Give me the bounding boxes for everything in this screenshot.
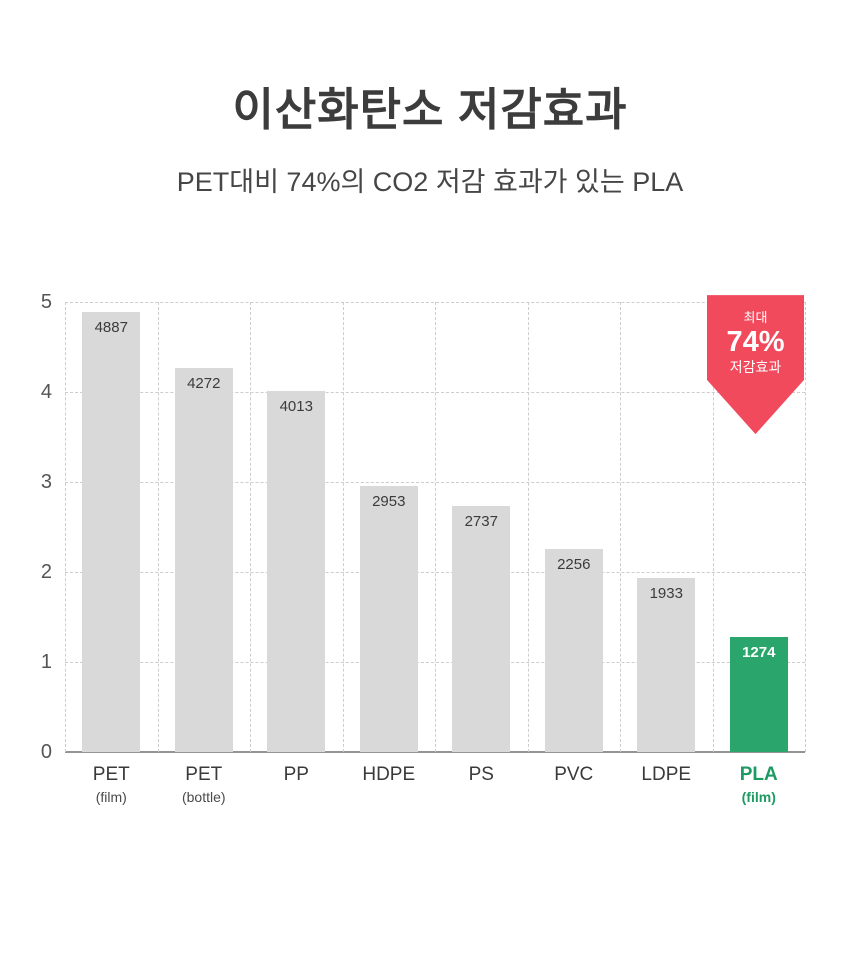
bar-value-label: 4887 — [94, 319, 128, 337]
x-axis-line — [65, 751, 805, 754]
bar-value-label: 2737 — [464, 512, 498, 530]
y-tick-label-4: 4 — [40, 381, 52, 404]
bar-pla-film: 1274 — [729, 637, 788, 753]
x-tick-label: PS — [468, 764, 494, 786]
badge-percent: 74% — [726, 326, 785, 359]
x-tick-sublabel: (film) — [741, 789, 776, 806]
bar-value-label: 1274 — [742, 644, 776, 662]
page-title: 이산화탄소 저감효과 — [232, 84, 628, 135]
x-tick-sublabel: (film) — [95, 789, 127, 806]
x-tick-label: PLA — [739, 764, 778, 786]
x-tick-ps: PS — [435, 764, 528, 786]
v-gridline-5 — [527, 302, 529, 753]
x-tick-pvc: PVC — [528, 764, 621, 786]
y-tick-label-3: 3 — [40, 471, 52, 494]
bar-value-label: 2256 — [557, 556, 591, 574]
x-tick-ldpe: LDPE — [620, 764, 713, 786]
x-tick-label: PP — [283, 764, 309, 786]
bar-value-label: 4013 — [279, 397, 313, 415]
x-tick-sublabel: (bottle) — [181, 789, 226, 806]
x-tick-label: PVC — [554, 764, 594, 786]
x-tick-pp: PP — [250, 764, 343, 786]
bar-hdpe: 2953 — [359, 486, 418, 753]
bar-pet-bottle: 4272 — [174, 367, 233, 753]
x-tick-label: PET — [185, 764, 223, 786]
y-tick-label-2: 2 — [40, 561, 52, 584]
v-gridline-3 — [342, 302, 344, 753]
badge-suffix: 저감효과 — [729, 359, 782, 376]
x-tick-pet-bottle: PET (bottle) — [158, 764, 251, 806]
x-tick-pet-film: PET (film) — [65, 764, 158, 806]
y-tick-label-1: 1 — [40, 651, 52, 674]
y-tick-label-5: 5 — [40, 291, 52, 314]
v-gridline-4 — [435, 302, 436, 753]
bar-value-label: 2953 — [372, 493, 406, 511]
v-gridline-7 — [712, 302, 714, 753]
x-tick-hdpe: HDPE — [343, 764, 436, 786]
page-subtitle: PET대비 74%의 CO2 저감 효과가 있는 PLA — [176, 166, 684, 197]
bar-value-label: 1933 — [649, 585, 683, 603]
bar-pvc: 2256 — [544, 549, 603, 753]
v-gridline-0 — [65, 302, 66, 753]
plot-area: 4887 4272 4013 2953 2737 2256 1933 1274 — [65, 302, 806, 754]
y-tick-label-0: 0 — [40, 741, 52, 764]
v-gridline-6 — [620, 302, 621, 753]
v-gridline-2 — [250, 302, 251, 753]
x-axis-labels: PET (film) PET (bottle) PP HDPE PS PVC LDPE PLA (f… — [65, 764, 805, 834]
bar-ldpe: 1933 — [637, 578, 696, 753]
x-tick-label: PET — [92, 764, 130, 786]
x-tick-label: LDPE — [641, 764, 692, 786]
bar-pet-film: 4887 — [82, 312, 141, 753]
v-gridline-1 — [157, 302, 159, 753]
bar-pp: 4013 — [267, 390, 326, 753]
v-gridline-8 — [805, 302, 806, 753]
badge-prefix: 최대 — [743, 310, 768, 326]
x-tick-label: HDPE — [362, 764, 416, 786]
x-tick-pla-film: PLA (film) — [713, 764, 806, 806]
bar-ps: 2737 — [452, 505, 511, 753]
y-axis-labels: 0 1 2 3 4 5 — [18, 291, 52, 763]
bar-value-label: 4272 — [187, 374, 221, 392]
